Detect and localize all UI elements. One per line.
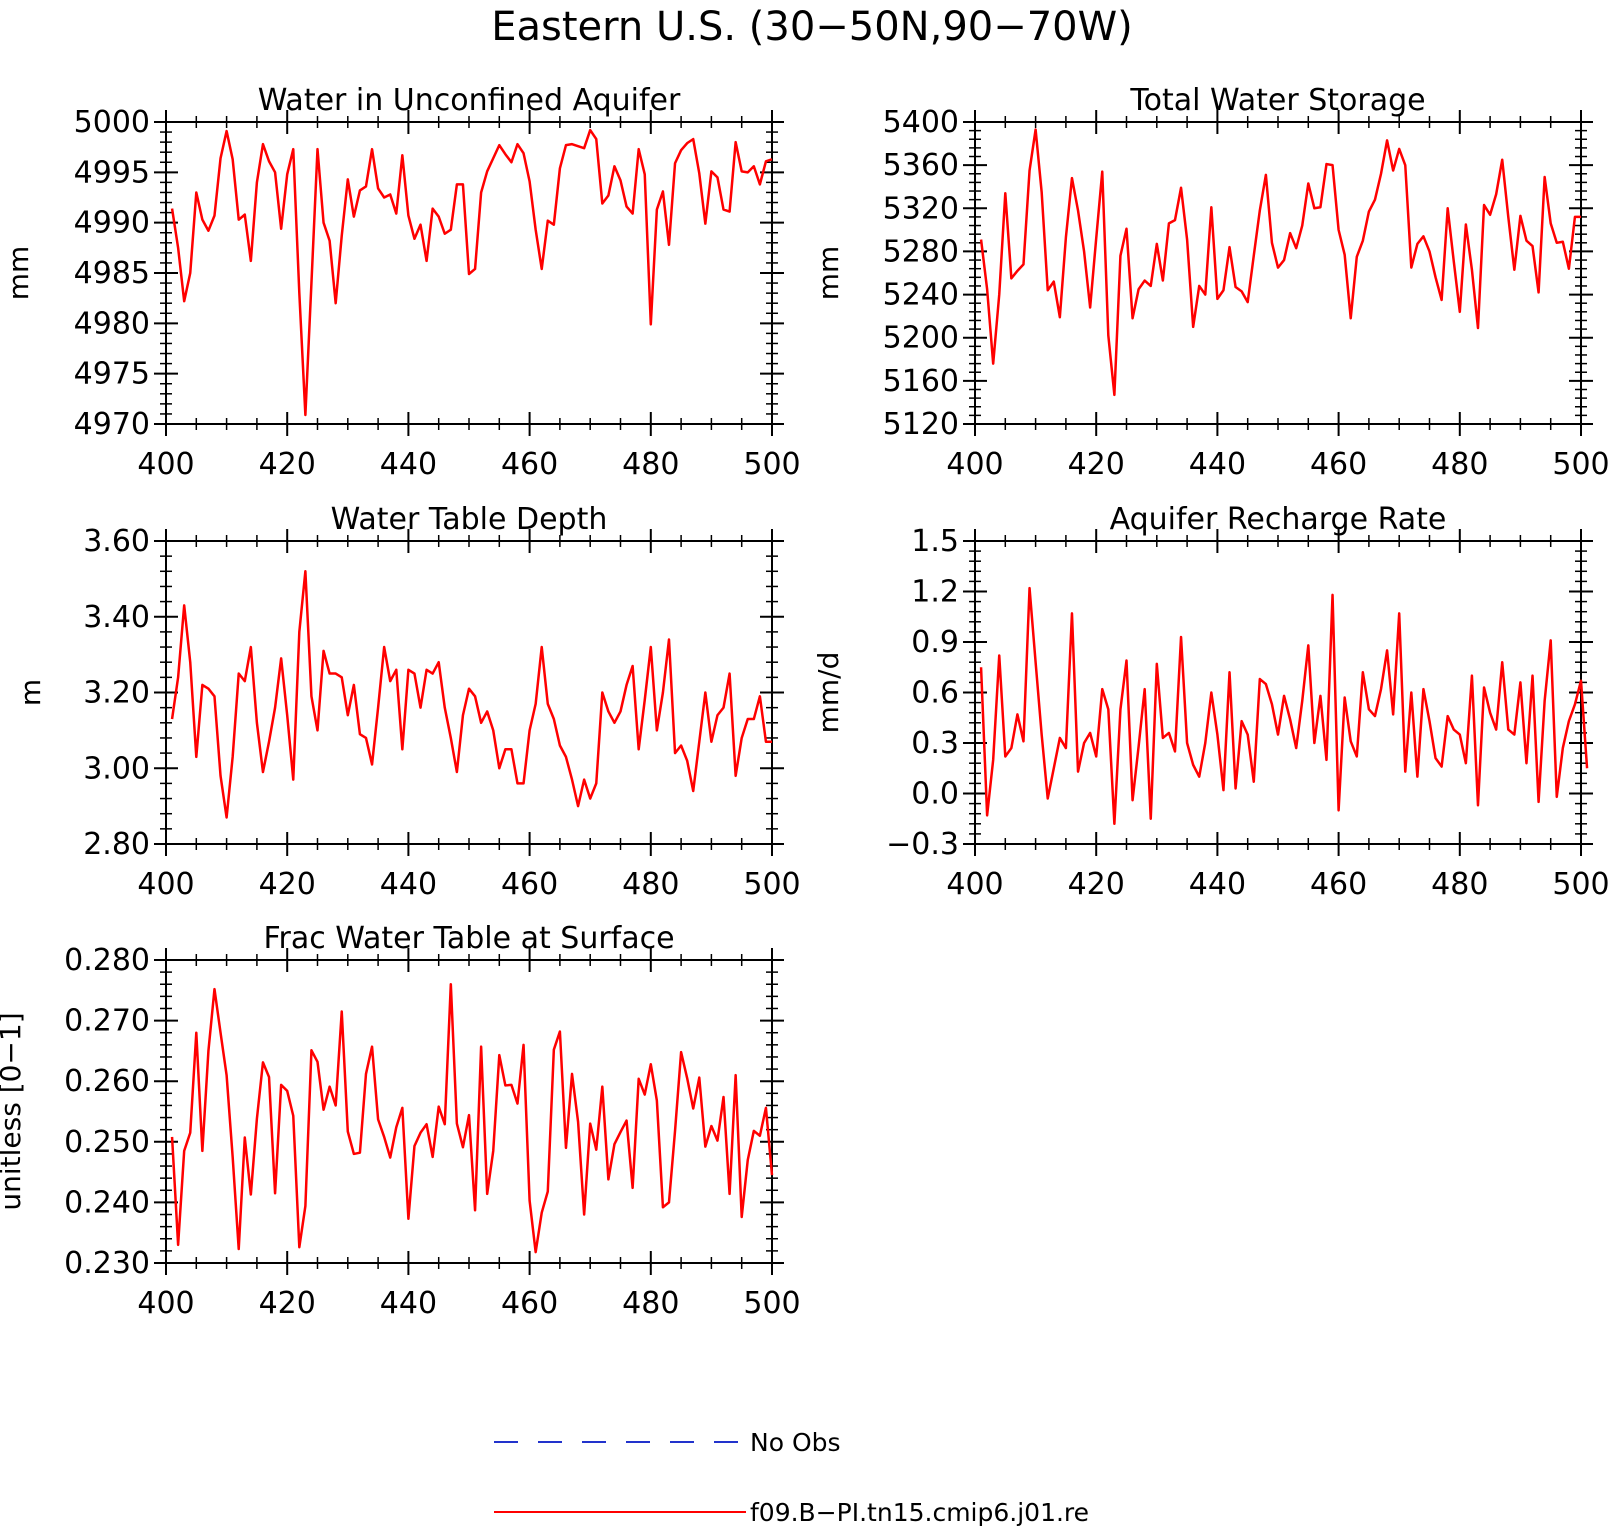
y-tick-label: 3.60: [83, 524, 150, 559]
y-tick-label: 4995: [74, 155, 150, 190]
x-tick-label: 500: [743, 1286, 800, 1321]
series-line: [170, 570, 772, 819]
x-tick-label: 500: [1552, 447, 1609, 482]
y-tick-label: 3.40: [83, 600, 150, 635]
y-tick-label: 0.0: [911, 777, 959, 812]
x-tick-label: 460: [501, 447, 558, 482]
x-tick-label: 400: [137, 447, 194, 482]
y-tick-label: 4980: [74, 306, 150, 341]
x-tick-label: 420: [1068, 447, 1125, 482]
x-tick-label: 480: [622, 447, 679, 482]
y-tick-label: 1.2: [911, 575, 959, 610]
y-axis-label: unitless [0−1]: [0, 1012, 27, 1210]
y-tick-label: 5200: [883, 321, 959, 356]
panel-title: Total Water Storage: [1129, 83, 1425, 118]
y-tick-label: 4990: [74, 206, 150, 241]
x-tick-label: 400: [946, 447, 1003, 482]
series-line: [170, 128, 773, 417]
x-tick-label: 440: [380, 1286, 437, 1321]
y-tick-label: 5360: [883, 148, 959, 183]
series-line: [979, 128, 1581, 397]
chart-panel-3: Water Table Depth 2.80 3.00 3.20 3.40 3.60 400…: [14, 502, 801, 902]
y-tick-label: 4985: [74, 256, 150, 291]
x-tick-label: 500: [743, 447, 800, 482]
series-line: [979, 586, 1589, 826]
y-tick-label: 5320: [883, 191, 959, 226]
x-tick-label: 480: [1431, 867, 1488, 902]
y-tick-label: 5240: [883, 278, 959, 313]
x-tick-label: 480: [622, 1286, 679, 1321]
x-tick-label: 480: [622, 867, 679, 902]
chart-panel-4: Aquifer Recharge Rate −0.3 0.0 0.3 0.6 0.9 1.2…: [812, 502, 1610, 902]
y-tick-label: 0.280: [64, 943, 150, 978]
x-tick-label: 460: [501, 867, 558, 902]
y-tick-label: 3.20: [83, 676, 150, 711]
panel-title: Water in Unconfined Aquifer: [258, 83, 681, 118]
x-tick-label: 420: [1068, 867, 1125, 902]
y-tick-label: 0.270: [64, 1004, 150, 1039]
y-tick-label: 0.250: [64, 1125, 150, 1160]
y-tick-label: 0.9: [911, 625, 959, 660]
y-axis-label: m: [14, 679, 47, 706]
x-tick-label: 500: [1552, 867, 1609, 902]
y-tick-label: 3.00: [83, 751, 150, 786]
x-tick-label: 460: [1310, 867, 1367, 902]
x-tick-label: 440: [1189, 447, 1246, 482]
y-tick-label: 5000: [74, 105, 150, 140]
y-tick-label: 0.240: [64, 1185, 150, 1220]
figure-title: Eastern U.S. (30−50N,90−70W): [491, 4, 1133, 50]
panel-title: Water Table Depth: [331, 502, 608, 537]
plot-frame: [974, 540, 1582, 845]
chart-panel-2: Total Water Storage 5120 5160 5200 5240 5280 5…: [812, 83, 1610, 482]
chart-panel-1: Water in Unconfined Aquifer 4970 4975 4980 4…: [2, 83, 801, 482]
panel-title: Frac Water Table at Surface: [263, 921, 674, 956]
x-tick-label: 400: [946, 867, 1003, 902]
y-tick-label: 5400: [883, 105, 959, 140]
x-tick-label: 420: [259, 1286, 316, 1321]
legend: No Obs f09.B−PI.tn15.cmip6.j01.re: [494, 1428, 1089, 1527]
y-tick-label: 0.260: [64, 1064, 150, 1099]
x-tick-label: 400: [137, 867, 194, 902]
y-tick-label: −0.3: [886, 827, 959, 862]
x-tick-label: 440: [1189, 867, 1246, 902]
y-tick-label: 2.80: [83, 827, 150, 862]
y-tick-label: 0.230: [64, 1246, 150, 1281]
y-axis-label: mm: [812, 246, 845, 301]
panel-title: Aquifer Recharge Rate: [1110, 502, 1447, 537]
y-axis-label: mm/d: [812, 652, 845, 734]
x-tick-label: 480: [1431, 447, 1488, 482]
x-tick-label: 460: [501, 1286, 558, 1321]
chart-panel-5: Frac Water Table at Surface 0.230 0.240 0.2…: [0, 921, 801, 1321]
y-tick-label: 5120: [883, 407, 959, 442]
series-line: [170, 982, 774, 1254]
x-tick-label: 440: [380, 867, 437, 902]
x-tick-label: 500: [743, 867, 800, 902]
y-axis-label: mm: [2, 246, 35, 301]
y-tick-label: 4975: [74, 357, 150, 392]
plot-frame: [974, 121, 1582, 425]
y-tick-label: 0.6: [911, 676, 959, 711]
y-tick-label: 4970: [74, 407, 150, 442]
x-tick-label: 460: [1310, 447, 1367, 482]
x-tick-label: 400: [137, 1286, 194, 1321]
y-tick-label: 0.3: [911, 726, 959, 761]
x-tick-label: 440: [380, 447, 437, 482]
chart-panels: Water in Unconfined Aquifer 4970 4975 4980 4…: [0, 83, 1610, 1321]
y-tick-label: 1.5: [911, 524, 959, 559]
x-tick-label: 420: [259, 867, 316, 902]
x-tick-label: 420: [259, 447, 316, 482]
y-tick-label: 5280: [883, 234, 959, 269]
legend-label-model: f09.B−PI.tn15.cmip6.j01.re: [750, 1498, 1089, 1527]
y-tick-label: 5160: [883, 364, 959, 399]
legend-label-no-obs: No Obs: [750, 1428, 841, 1457]
